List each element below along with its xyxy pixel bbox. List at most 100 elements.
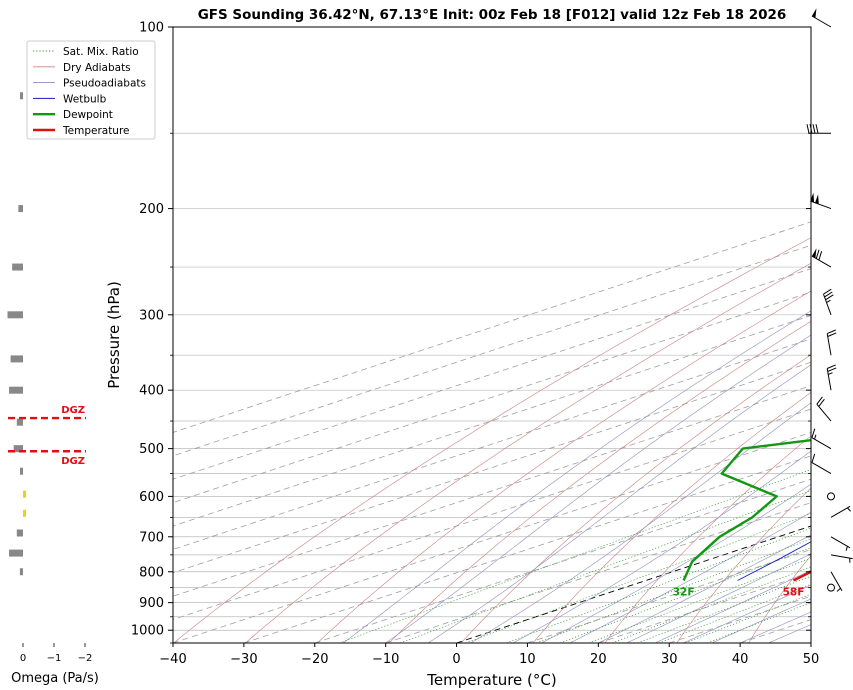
y-tick-label: 900	[139, 596, 164, 611]
wind-barb	[810, 192, 832, 210]
mixing-ratio-line	[506, 527, 811, 643]
wind-barb	[830, 571, 843, 592]
isotherm-line	[173, 315, 811, 527]
x-tick-label: −40	[159, 652, 186, 667]
omega-bar	[12, 263, 23, 271]
omega-tick-label: 0	[20, 653, 26, 664]
wind-barb	[827, 583, 835, 592]
wind-barb	[816, 396, 832, 422]
omega-bar	[16, 418, 23, 426]
legend-label: Sat. Mix. Ratio	[63, 46, 139, 58]
y-tick-label: 300	[139, 308, 164, 323]
wind-barb	[830, 536, 851, 551]
pseudoadiabat	[598, 534, 811, 643]
temperature-profile	[792, 570, 811, 582]
sounding-profiles	[682, 438, 811, 582]
omega-ticks: 0 −1 −2	[20, 643, 92, 664]
mixing-ratio-line	[536, 538, 811, 643]
wind-barb	[806, 124, 831, 134]
y-axis-ticks: 100 200 300 400 500 600 700 800 900 1000	[131, 21, 811, 644]
isotherm-line	[173, 268, 811, 480]
pseudoadiabat	[683, 584, 811, 643]
isotherm-line	[527, 548, 811, 643]
dry-adiabat	[388, 320, 811, 643]
dry-adiabat	[173, 237, 811, 643]
x-tick-label: −30	[230, 652, 257, 667]
wind-barb	[811, 453, 832, 475]
mixing-ratio-line	[611, 566, 811, 643]
omega-axis-label: Omega (Pa/s)	[11, 671, 99, 686]
omega-bar	[23, 509, 26, 517]
x-tick-label: 40	[732, 652, 749, 667]
omega-bar	[13, 445, 23, 453]
x-tick-label: 20	[590, 652, 607, 667]
surface-dewpoint-label: 32F	[673, 586, 695, 598]
y-tick-label: 200	[139, 202, 164, 217]
isotherm-line	[669, 595, 811, 643]
pseudoadiabat	[739, 611, 811, 643]
mixing-ratio-line	[588, 557, 811, 643]
legend: Sat. Mix. Ratio Dry Adiabats Pseudoadiabat…	[26, 40, 156, 140]
wind-barb	[826, 364, 837, 391]
isotherm-line	[739, 619, 811, 643]
x-tick-label: −10	[372, 652, 399, 667]
x-axis-label: Temperature (°C)	[426, 671, 556, 689]
pseudoadiabat	[711, 598, 811, 643]
isotherm-line	[173, 408, 811, 621]
mixing-ratio-line	[400, 490, 811, 643]
isotherm-line	[173, 244, 811, 457]
dry-adiabats	[173, 27, 853, 643]
dgz-label: DGZ	[61, 456, 85, 467]
dry-adiabat	[676, 487, 811, 643]
y-tick-label: 100	[139, 21, 164, 36]
omega-bar	[7, 311, 23, 319]
legend-label: Pseudoadiabats	[63, 78, 146, 90]
pseudoadiabat	[654, 569, 811, 643]
x-axis-ticks: −40 −30 −20 −10 0 10 20 30 40 50	[159, 643, 819, 667]
pseudoadiabat	[626, 553, 811, 643]
y-tick-label: 500	[139, 442, 164, 457]
background-grid: 1246810131620243036	[173, 27, 853, 643]
isotherm-line	[173, 291, 811, 504]
y-tick-label: 700	[139, 530, 164, 545]
mixing-ratio-line	[465, 513, 811, 643]
x-tick-label: 50	[803, 652, 820, 667]
y-axis-label: Pressure (hPa)	[105, 281, 123, 389]
y-tick-label: 800	[139, 565, 164, 580]
wind-barb	[811, 428, 832, 450]
pseudoadiabat	[428, 364, 811, 643]
omega-bar	[20, 467, 23, 475]
isotherm-line	[598, 572, 811, 643]
y-tick-label: 1000	[131, 624, 164, 639]
dgz-markers: DGZ DGZ	[8, 405, 86, 467]
isobars	[173, 27, 811, 643]
pseudoadiabat	[513, 450, 811, 643]
wind-barb	[823, 288, 834, 315]
pseudoadiabat	[541, 483, 811, 643]
mixing-ratio-lines	[339, 469, 811, 643]
zero-isotherm	[456, 525, 811, 643]
legend-label: Dewpoint	[63, 109, 113, 121]
dry-adiabat	[245, 262, 811, 643]
pseudoadiabat	[385, 334, 811, 643]
dry-adiabat	[821, 27, 853, 643]
dry-adiabat	[460, 354, 811, 643]
y-tick-label: 400	[139, 384, 164, 399]
chart-title: GFS Sounding 36.42°N, 67.13°E Init: 00z …	[198, 7, 787, 23]
isotherm-line	[385, 502, 811, 643]
isotherm-line	[173, 221, 811, 433]
dewpoint-profile	[682, 438, 811, 581]
omega-tick-label: −1	[47, 653, 62, 664]
legend-label: Dry Adiabats	[63, 62, 131, 74]
omega-bars	[7, 92, 27, 576]
legend-label: Temperature	[62, 125, 130, 137]
pseudoadiabat	[470, 402, 811, 643]
omega-bar	[10, 355, 23, 363]
legend-box	[26, 40, 156, 140]
omega-bar	[9, 549, 23, 557]
wind-barb	[830, 554, 853, 563]
isotherm-line	[243, 455, 811, 643]
omega-bar	[18, 205, 23, 213]
y-tick-label: 600	[139, 490, 164, 505]
